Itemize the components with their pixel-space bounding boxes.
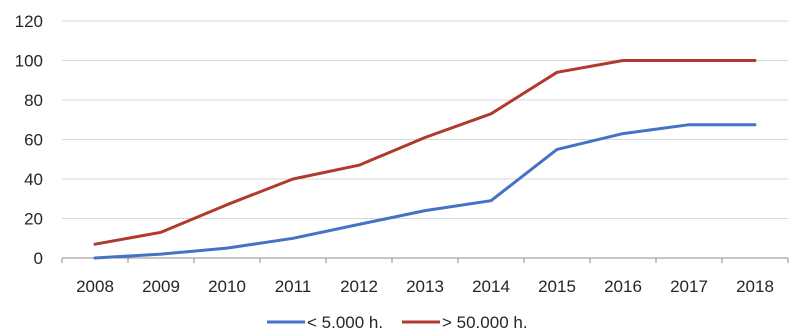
x-tick-label-2013: 2013	[406, 277, 444, 296]
y-tick-label-20: 20	[24, 210, 43, 229]
series-line-1	[93, 123, 757, 260]
x-tick-label-2017: 2017	[670, 277, 708, 296]
y-tick-label-40: 40	[24, 170, 43, 189]
x-axis: 2008 2009 2010 2011 2012 2013 2014 2015 2016 2017…	[61, 257, 789, 296]
y-tick-label-80: 80	[24, 91, 43, 110]
series-line-2	[93, 59, 757, 246]
x-tick-label-2015: 2015	[538, 277, 576, 296]
y-tick-label-60: 60	[24, 131, 43, 150]
x-tick-label-2018: 2018	[736, 277, 774, 296]
gridlines	[62, 20, 788, 219]
y-tick-label-0: 0	[34, 249, 43, 268]
x-tick-label-2014: 2014	[472, 277, 510, 296]
x-tick-label-2012: 2012	[340, 277, 378, 296]
x-tick-label-2016: 2016	[604, 277, 642, 296]
x-tick-label-2008: 2008	[76, 277, 114, 296]
y-tick-label-100: 100	[15, 52, 43, 71]
x-tick-label-2009: 2009	[142, 277, 180, 296]
x-tick-label-2011: 2011	[275, 277, 312, 296]
legend-label-1: < 5.000 h.	[307, 313, 383, 329]
y-tick-label-120: 120	[15, 12, 43, 31]
legend-label-2: > 50.000 h.	[442, 313, 528, 329]
legend: < 5.000 h. > 50.000 h.	[267, 313, 528, 329]
series-lines	[93, 59, 757, 260]
y-axis: 0 20 40 60 80 100 120	[15, 12, 43, 268]
x-tick-label-2010: 2010	[208, 277, 246, 296]
